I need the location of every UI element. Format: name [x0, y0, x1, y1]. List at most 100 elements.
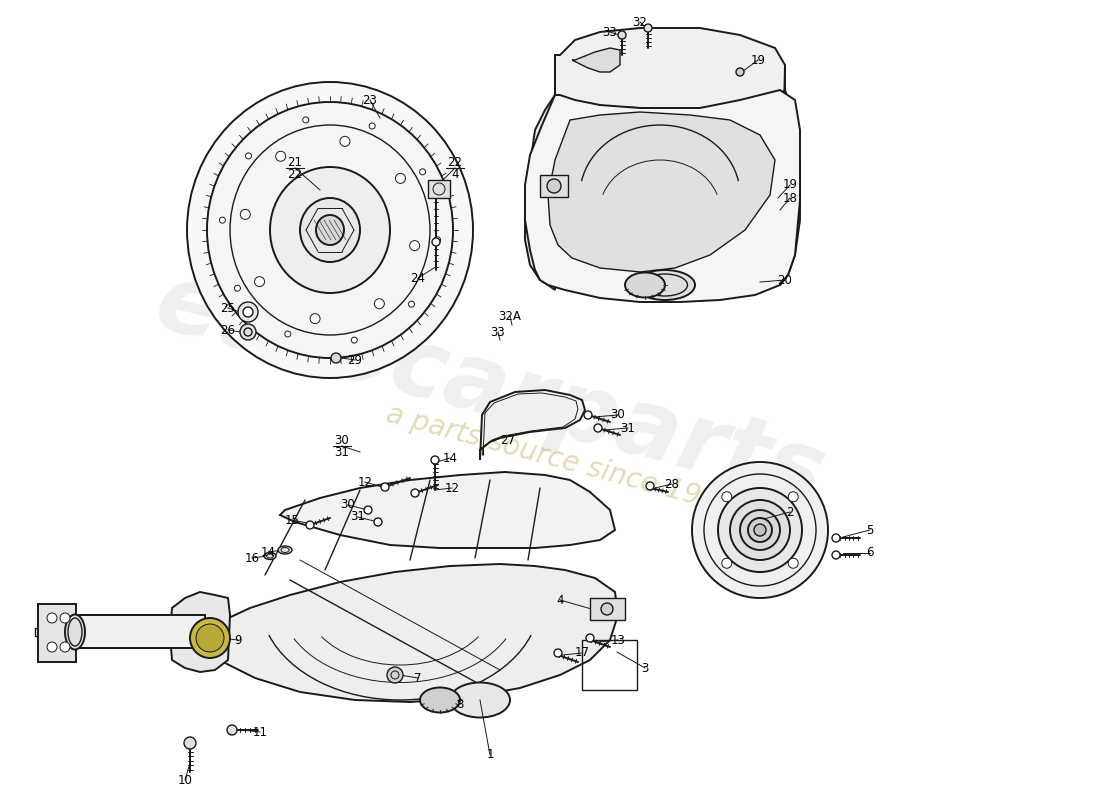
Text: 33: 33	[603, 26, 617, 38]
Circle shape	[234, 285, 241, 291]
Circle shape	[227, 725, 236, 735]
Polygon shape	[480, 390, 585, 460]
Text: 17: 17	[574, 646, 590, 659]
Circle shape	[364, 506, 372, 514]
Circle shape	[431, 456, 439, 464]
Circle shape	[381, 483, 389, 491]
Circle shape	[374, 298, 384, 309]
Circle shape	[374, 518, 382, 526]
Circle shape	[184, 737, 196, 749]
Circle shape	[434, 237, 441, 243]
Text: 23: 23	[363, 94, 377, 106]
Circle shape	[47, 613, 57, 623]
Bar	[590, 598, 625, 620]
Polygon shape	[572, 48, 620, 72]
Circle shape	[306, 521, 313, 529]
Ellipse shape	[207, 102, 453, 358]
Circle shape	[432, 238, 440, 246]
Text: 24: 24	[410, 271, 426, 285]
Circle shape	[736, 68, 744, 76]
Text: 25: 25	[221, 302, 235, 314]
Circle shape	[240, 324, 256, 340]
Circle shape	[411, 489, 419, 497]
Text: 13: 13	[610, 634, 626, 646]
Text: 10: 10	[177, 774, 192, 786]
Circle shape	[722, 558, 732, 568]
Text: 14: 14	[442, 451, 458, 465]
Circle shape	[310, 314, 320, 324]
Circle shape	[419, 169, 426, 175]
Text: 21: 21	[287, 155, 303, 169]
Text: 29: 29	[348, 354, 363, 366]
Text: 7: 7	[415, 671, 421, 685]
Ellipse shape	[635, 270, 695, 300]
Circle shape	[60, 642, 70, 652]
Circle shape	[196, 624, 224, 652]
Circle shape	[240, 210, 251, 219]
Circle shape	[586, 634, 594, 642]
Polygon shape	[525, 90, 800, 302]
Text: 33: 33	[491, 326, 505, 338]
Circle shape	[832, 551, 840, 559]
Text: 22: 22	[448, 155, 462, 169]
Text: 8: 8	[456, 698, 464, 710]
Circle shape	[789, 558, 799, 568]
Circle shape	[387, 667, 403, 683]
Ellipse shape	[300, 198, 360, 262]
Text: 18: 18	[782, 191, 797, 205]
Text: 31: 31	[334, 446, 350, 458]
Bar	[428, 180, 450, 198]
Circle shape	[245, 153, 252, 159]
Polygon shape	[280, 472, 615, 548]
Text: 6: 6	[867, 546, 873, 559]
Circle shape	[254, 277, 265, 286]
Circle shape	[722, 492, 732, 502]
Circle shape	[832, 534, 840, 542]
Circle shape	[554, 649, 562, 657]
Circle shape	[370, 123, 375, 129]
Bar	[75, 615, 205, 648]
Circle shape	[60, 613, 70, 623]
Circle shape	[219, 217, 225, 223]
Polygon shape	[200, 564, 618, 702]
Circle shape	[601, 603, 613, 615]
Ellipse shape	[420, 687, 460, 713]
Ellipse shape	[316, 215, 344, 245]
Circle shape	[285, 331, 290, 337]
Polygon shape	[170, 592, 230, 672]
Text: 5: 5	[867, 523, 873, 537]
Circle shape	[740, 510, 780, 550]
Circle shape	[644, 24, 652, 32]
Circle shape	[331, 353, 341, 363]
Circle shape	[47, 642, 57, 652]
Text: 1: 1	[486, 749, 494, 762]
Ellipse shape	[187, 82, 473, 378]
Ellipse shape	[278, 546, 292, 554]
Text: 9: 9	[234, 634, 242, 646]
Text: 28: 28	[664, 478, 680, 490]
Circle shape	[718, 488, 802, 572]
Circle shape	[789, 492, 799, 502]
Circle shape	[730, 500, 790, 560]
Ellipse shape	[625, 273, 666, 298]
Text: 14: 14	[261, 546, 275, 558]
Circle shape	[190, 618, 230, 658]
Text: 27: 27	[500, 434, 516, 446]
Ellipse shape	[264, 553, 276, 559]
Polygon shape	[556, 28, 785, 108]
Text: 30: 30	[341, 498, 355, 511]
Circle shape	[547, 179, 561, 193]
Text: 11: 11	[253, 726, 267, 738]
Circle shape	[754, 524, 766, 536]
Bar	[39, 604, 76, 662]
Text: 12: 12	[444, 482, 460, 494]
Polygon shape	[525, 55, 556, 290]
Text: eurocarparts: eurocarparts	[145, 257, 835, 523]
Circle shape	[584, 411, 592, 419]
Text: 3: 3	[641, 662, 649, 674]
Circle shape	[692, 462, 828, 598]
Circle shape	[243, 307, 253, 317]
Text: 4: 4	[451, 167, 459, 181]
Circle shape	[302, 117, 309, 123]
Text: a parts source since 1985: a parts source since 1985	[383, 400, 737, 520]
